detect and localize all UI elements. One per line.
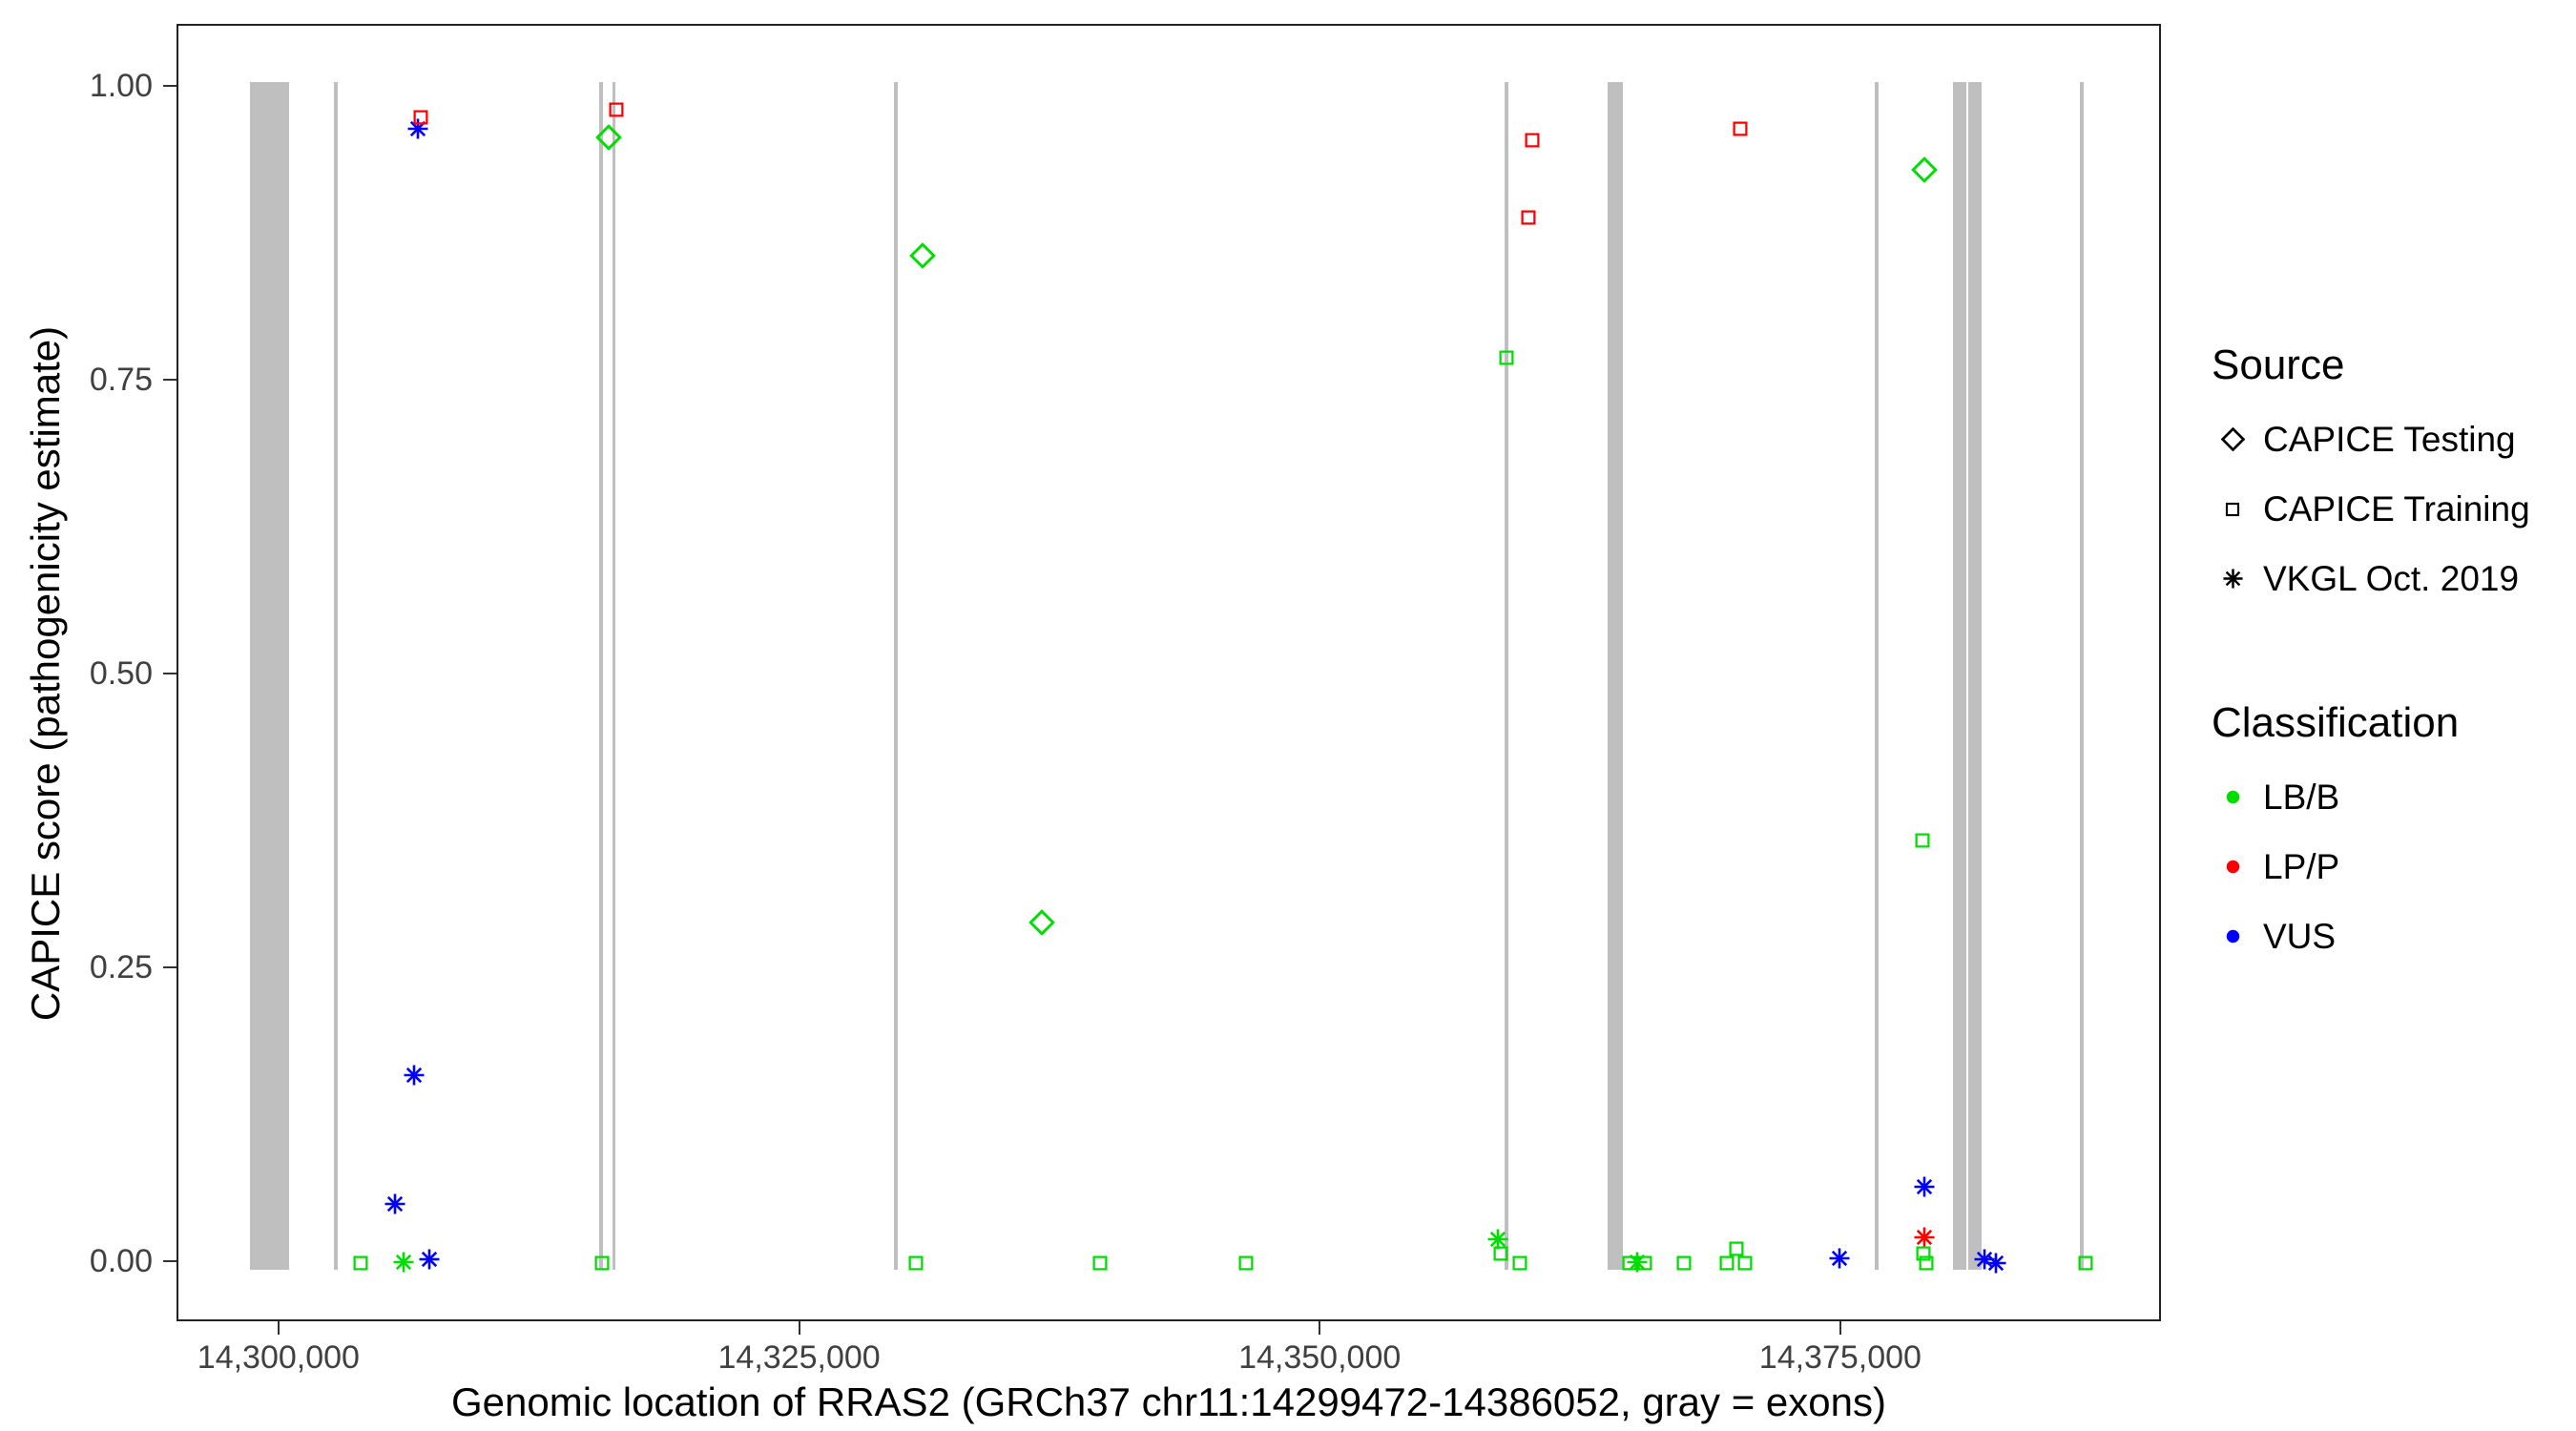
data-point bbox=[1486, 1228, 1509, 1251]
y-axis-title: CAPICE score (pathogenicity estimate) bbox=[23, 325, 68, 1022]
data-point bbox=[413, 109, 429, 125]
data-point bbox=[1911, 156, 1938, 184]
square-icon bbox=[2212, 502, 2254, 517]
exon-bar bbox=[612, 82, 616, 1270]
exon-bar bbox=[1968, 82, 1983, 1270]
legend-spacer bbox=[2212, 613, 2566, 694]
data-point bbox=[1511, 1255, 1527, 1272]
x-tick-label: 14,325,000 bbox=[717, 1339, 881, 1376]
data-point bbox=[384, 1192, 406, 1215]
data-point bbox=[1729, 1241, 1745, 1257]
data-point bbox=[593, 1255, 610, 1272]
x-tick-mark bbox=[798, 1321, 800, 1335]
legend-classification-title: Classification bbox=[2212, 699, 2460, 746]
data-point bbox=[1524, 133, 1540, 149]
legend-item-label: VUS bbox=[2263, 916, 2337, 956]
blue-dot-icon bbox=[2212, 927, 2254, 945]
legend-item-lbb: LB/B bbox=[2212, 762, 2566, 832]
data-point bbox=[2078, 1255, 2094, 1272]
y-tick-label: 1.00 bbox=[89, 68, 153, 104]
data-point bbox=[1913, 1175, 1936, 1198]
x-tick-mark bbox=[277, 1321, 280, 1335]
legend-item-label: LB/B bbox=[2263, 777, 2340, 817]
legend-item-label: LP/P bbox=[2263, 846, 2340, 886]
y-tick-label: 0.00 bbox=[89, 1243, 153, 1279]
plot-panel bbox=[177, 24, 2161, 1321]
data-point bbox=[1718, 1255, 1735, 1272]
data-point bbox=[1028, 908, 1055, 936]
data-point bbox=[1984, 1252, 2007, 1275]
data-point bbox=[403, 1064, 426, 1087]
data-point bbox=[1498, 350, 1514, 366]
exon-bar bbox=[1504, 82, 1508, 1270]
data-point bbox=[907, 1255, 924, 1272]
data-point bbox=[1737, 1255, 1754, 1272]
data-point bbox=[1091, 1255, 1108, 1272]
legend-item-capice-training: CAPICE Training bbox=[2212, 474, 2566, 544]
x-tick-label: 14,350,000 bbox=[1238, 1339, 1402, 1376]
exon-bar bbox=[894, 82, 899, 1270]
y-tick-label: 0.75 bbox=[89, 362, 153, 398]
y-tick-label: 0.50 bbox=[89, 655, 153, 692]
data-point bbox=[1675, 1255, 1692, 1272]
data-point bbox=[1828, 1247, 1851, 1270]
data-point bbox=[1238, 1255, 1255, 1272]
x-tick-label: 14,375,000 bbox=[1758, 1339, 1922, 1376]
exon-bar bbox=[598, 82, 603, 1270]
y-tick-mark bbox=[163, 673, 177, 674]
data-point bbox=[392, 1251, 415, 1274]
diamond-icon bbox=[2212, 427, 2254, 451]
x-axis-title: Genomic location of RRAS2 (GRCh37 chr11:… bbox=[451, 1379, 1886, 1424]
data-point bbox=[1732, 121, 1748, 137]
x-tick-mark bbox=[1319, 1321, 1321, 1335]
legend-item-label: VKGL Oct. 2019 bbox=[2263, 558, 2520, 598]
legend-item-vus: VUS bbox=[2212, 902, 2566, 971]
exon-bar bbox=[2080, 82, 2084, 1270]
data-point bbox=[1918, 1255, 1934, 1272]
x-tick-label: 14,300,000 bbox=[197, 1339, 360, 1376]
y-tick-mark bbox=[163, 1260, 177, 1262]
data-point bbox=[1913, 1226, 1936, 1249]
data-point bbox=[609, 102, 625, 118]
data-point bbox=[1915, 832, 1931, 848]
y-tick-mark bbox=[163, 85, 177, 87]
exon-bar bbox=[1607, 82, 1624, 1270]
legend-item-label: CAPICE Training bbox=[2263, 488, 2530, 529]
exon-bar bbox=[1874, 82, 1879, 1270]
data-point bbox=[1521, 209, 1537, 225]
y-tick-mark bbox=[163, 966, 177, 968]
exon-bar bbox=[250, 82, 290, 1270]
red-dot-icon bbox=[2212, 858, 2254, 876]
legend: Source CAPICE Testing CAPICE Training VK… bbox=[2212, 336, 2566, 971]
legend-item-lpp: LP/P bbox=[2212, 832, 2566, 902]
data-point bbox=[418, 1248, 441, 1271]
green-dot-icon bbox=[2212, 788, 2254, 806]
legend-source-title: Source bbox=[2212, 342, 2345, 388]
y-tick-mark bbox=[163, 379, 177, 381]
data-point bbox=[1637, 1255, 1653, 1272]
legend-item-capice-testing: CAPICE Testing bbox=[2212, 404, 2566, 474]
asterisk-icon bbox=[2212, 568, 2254, 590]
exon-bar bbox=[333, 82, 338, 1270]
exon-bar bbox=[1953, 82, 1966, 1270]
data-point bbox=[1915, 1246, 1931, 1262]
legend-item-label: CAPICE Testing bbox=[2263, 419, 2516, 459]
data-point bbox=[909, 242, 937, 270]
legend-item-vkgl: VKGL Oct. 2019 bbox=[2212, 544, 2566, 613]
y-tick-label: 0.25 bbox=[89, 949, 153, 985]
data-point bbox=[1492, 1246, 1508, 1262]
x-tick-mark bbox=[1839, 1321, 1841, 1335]
data-point bbox=[353, 1255, 369, 1272]
data-point bbox=[595, 123, 622, 151]
